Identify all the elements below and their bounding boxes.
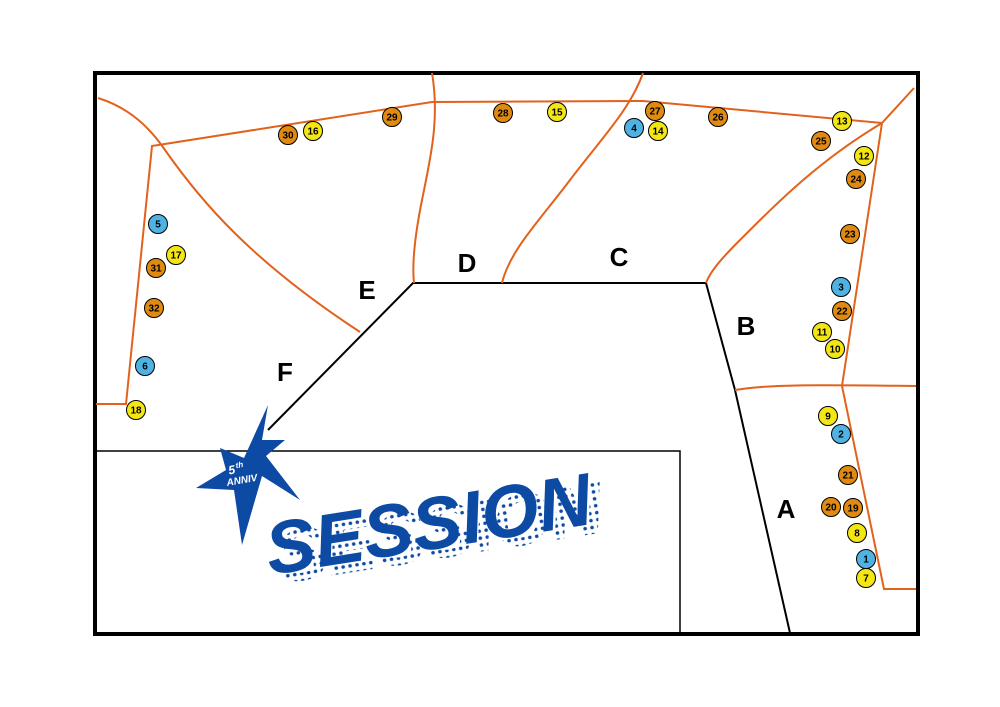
marker-18[interactable]: 18 [127,401,146,420]
marker-label: 9 [825,412,831,423]
marker-label: 18 [130,406,142,417]
marker-label: 20 [825,503,837,514]
marker-label: 22 [836,307,848,318]
marker-21[interactable]: 21 [839,466,858,485]
marker-26[interactable]: 26 [709,108,728,127]
marker-label: 19 [847,504,859,515]
zone-label-d: D [458,248,477,278]
marker-label: 30 [282,131,294,142]
marker-4[interactable]: 4 [625,119,644,138]
zone-label-e: E [358,275,375,305]
marker-5[interactable]: 5 [149,215,168,234]
marker-17[interactable]: 17 [167,246,186,265]
marker-24[interactable]: 24 [847,170,866,189]
marker-19[interactable]: 19 [844,499,863,518]
marker-14[interactable]: 14 [649,122,668,141]
marker-label: 15 [551,108,563,119]
marker-12[interactable]: 12 [855,147,874,166]
marker-label: 5 [155,220,161,231]
marker-16[interactable]: 16 [304,122,323,141]
marker-27[interactable]: 27 [646,102,665,121]
marker-label: 16 [307,127,319,138]
zone-label-f: F [277,357,293,387]
marker-label: 31 [150,264,162,275]
zone-label-c: C [610,242,629,272]
marker-label: 25 [815,137,827,148]
marker-3[interactable]: 3 [832,278,851,297]
marker-30[interactable]: 30 [279,126,298,145]
marker-label: 23 [844,230,856,241]
marker-31[interactable]: 31 [147,259,166,278]
marker-label: 17 [170,251,182,262]
marker-label: 26 [712,113,724,124]
marker-label: 21 [842,471,854,482]
marker-25[interactable]: 25 [812,132,831,151]
marker-9[interactable]: 9 [819,407,838,426]
marker-label: 24 [850,175,862,186]
marker-label: 32 [148,304,160,315]
marker-label: 1 [863,555,869,566]
marker-20[interactable]: 20 [822,498,841,517]
marker-15[interactable]: 15 [548,103,567,122]
marker-label: 4 [631,124,637,135]
marker-label: 27 [649,107,661,118]
marker-32[interactable]: 32 [145,299,164,318]
marker-22[interactable]: 22 [833,302,852,321]
marker-6[interactable]: 6 [136,357,155,376]
marker-8[interactable]: 8 [848,524,867,543]
marker-13[interactable]: 13 [833,112,852,131]
marker-label: 11 [817,328,828,339]
zone-label-b: B [737,311,756,341]
marker-label: 8 [854,529,860,540]
marker-29[interactable]: 29 [383,108,402,127]
marker-label: 12 [858,152,870,163]
marker-1[interactable]: 1 [857,550,876,569]
marker-label: 2 [838,430,844,441]
marker-10[interactable]: 10 [826,340,845,359]
marker-label: 3 [838,283,844,294]
marker-label: 13 [836,117,848,128]
marker-28[interactable]: 28 [494,104,513,123]
marker-label: 14 [652,127,664,138]
marker-label: 10 [829,345,841,356]
zone-label-a: A [777,494,796,524]
marker-7[interactable]: 7 [857,569,876,588]
marker-label: 6 [142,362,148,373]
marker-11[interactable]: 11 [813,323,832,342]
marker-label: 28 [497,109,509,120]
marker-23[interactable]: 23 [841,225,860,244]
marker-label: 29 [386,113,398,124]
marker-2[interactable]: 2 [832,425,851,444]
marker-label: 7 [863,574,869,585]
